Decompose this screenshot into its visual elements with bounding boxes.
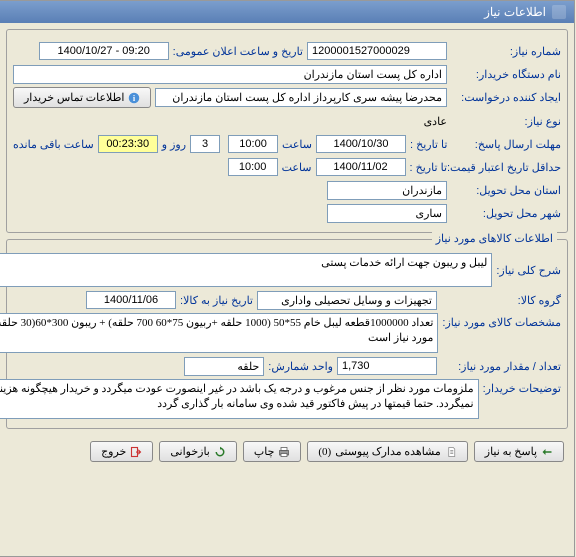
label-city: شهر محل تحویل: (452, 207, 562, 220)
label-pub-datetime: تاریخ و ساعت اعلان عمومی: (174, 45, 304, 58)
field-group: تجهیزات و وسایل تحصیلی واداری (258, 291, 438, 310)
label-until-1: تا تاریخ : (411, 138, 448, 151)
field-desc[interactable] (0, 253, 493, 287)
field-province: مازندران (328, 181, 448, 200)
info-icon: i (129, 92, 141, 104)
refresh-icon (215, 446, 227, 458)
field-pub-datetime: 1400/10/27 - 09:20 (40, 42, 170, 60)
print-button[interactable]: چاپ (244, 441, 303, 462)
goods-info-group: اطلاعات کالاهای مورد نیاز شرح کلی نیاز: … (7, 239, 569, 429)
label-requester: ایجاد کننده درخواست: (452, 91, 562, 104)
field-deadline-date: 1400/10/30 (317, 135, 407, 153)
label-mode: نوع نیاز: (452, 115, 562, 128)
respond-label: پاسخ به نیاز (486, 445, 538, 458)
attachments-count: (0) (319, 446, 332, 458)
content: شماره نیاز: 1200001527000029 تاریخ و ساع… (1, 23, 575, 474)
field-days-remain: 3 (191, 135, 221, 153)
refresh-button[interactable]: بازخوانی (160, 441, 238, 462)
label-remain: ساعت باقی مانده (14, 138, 95, 151)
field-price-valid-time: 10:00 (229, 158, 279, 176)
label-desc: شرح کلی نیاز: (497, 264, 562, 277)
app-icon (553, 5, 567, 19)
field-deadline-time: 10:00 (229, 135, 279, 153)
attachments-label: مشاهده مدارک پیوستی (336, 445, 442, 458)
goods-group-title: اطلاعات کالاهای مورد نیاز (433, 232, 558, 245)
field-city: ساری (328, 204, 448, 223)
field-spec[interactable] (0, 313, 439, 353)
label-buyer: نام دستگاه خریدار: (452, 68, 562, 81)
field-price-valid-date: 1400/11/02 (317, 158, 407, 176)
label-hour-2: ساعت (283, 161, 313, 174)
label-group: گروه کالا: (442, 294, 562, 307)
print-label: چاپ (255, 445, 276, 458)
label-qty: تعداد / مقدار مورد نیاز: (442, 360, 562, 373)
refresh-label: بازخوانی (171, 445, 211, 458)
label-unit: واحد شمارش: (269, 360, 334, 373)
respond-button[interactable]: پاسخ به نیاز (475, 441, 565, 462)
window: اطلاعات نیاز شماره نیاز: 120000152700002… (0, 0, 576, 557)
field-need-no: 1200001527000029 (308, 42, 448, 60)
label-days: روز و (163, 138, 187, 151)
attachments-button[interactable]: مشاهده مدارک پیوستی (0) (308, 441, 468, 462)
label-province: استان محل تحویل: (452, 184, 562, 197)
respond-icon (542, 446, 554, 458)
field-buyer: اداره کل پست استان مازندران (14, 65, 448, 84)
field-time-remain: 00:23:30 (99, 135, 159, 153)
button-toolbar: پاسخ به نیاز مشاهده مدارک پیوستی (0) چاپ… (7, 435, 569, 468)
label-note: توضیحات خریدار: (484, 379, 562, 395)
label-price-valid: حداقل تاریخ اعتبار قیمت: (452, 161, 562, 174)
label-spec: مشخصات کالای مورد نیاز: (443, 313, 562, 329)
label-need-no: شماره نیاز: (452, 45, 562, 58)
field-mode: عادی (425, 115, 448, 128)
field-note[interactable] (0, 379, 480, 419)
contact-buyer-label: اطلاعات تماس خریدار (25, 91, 125, 104)
window-title: اطلاعات نیاز (485, 5, 547, 19)
exit-label: خروج (102, 445, 127, 458)
label-until-2: تا تاریخ : (411, 161, 448, 174)
field-requester: محدرضا پیشه سری کارپرداز اداره کل پست اس… (156, 88, 448, 107)
print-icon (279, 446, 291, 458)
label-deadline: مهلت ارسال پاسخ: (452, 138, 562, 151)
attach-icon (446, 446, 458, 458)
exit-button[interactable]: خروج (91, 441, 154, 462)
field-need-until: 1400/11/06 (87, 291, 177, 309)
contact-buyer-button[interactable]: i اطلاعات تماس خریدار (14, 87, 152, 108)
field-qty: 1,730 (338, 357, 438, 375)
field-unit: حلقه (185, 357, 265, 376)
need-info-group: شماره نیاز: 1200001527000029 تاریخ و ساع… (7, 29, 569, 233)
label-need-until: تاریخ نیاز به کالا: (181, 294, 254, 307)
exit-icon (131, 446, 143, 458)
label-hour-1: ساعت (283, 138, 313, 151)
titlebar: اطلاعات نیاز (1, 1, 575, 23)
